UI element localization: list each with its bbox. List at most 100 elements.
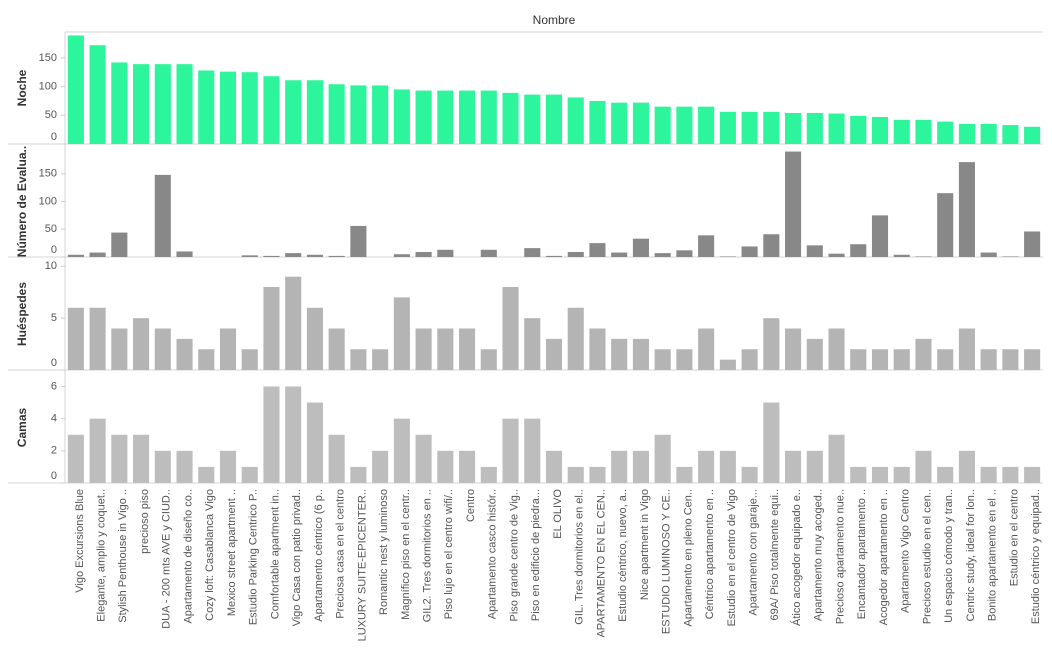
- bar: [871, 117, 889, 144]
- bar: [763, 402, 780, 483]
- bar: [285, 276, 302, 370]
- bar: [350, 349, 367, 370]
- bar: [893, 254, 910, 257]
- x-tick-label: Piso lujo en el centro wifi/..: [443, 489, 455, 619]
- bar: [676, 349, 693, 370]
- bar: [133, 318, 150, 370]
- bar: [154, 328, 171, 370]
- x-tick-label: GIL2. Tres dormitorios en ..: [422, 489, 434, 622]
- bar: [176, 338, 193, 370]
- bar: [285, 386, 302, 483]
- bar: [567, 307, 584, 370]
- bar: [915, 119, 932, 144]
- bar: [850, 466, 867, 483]
- bar: [198, 466, 215, 483]
- y-tick-label: 0: [51, 470, 57, 482]
- y-axis-title: Noche: [15, 69, 29, 106]
- y-tick-label: 150: [39, 168, 57, 180]
- bar: [980, 349, 997, 370]
- bar: [306, 80, 323, 144]
- bar: [350, 85, 367, 144]
- x-tick-label: Encantador apartamento ..: [856, 489, 868, 619]
- bar: [676, 250, 693, 257]
- x-tick-label: Estudio céntrico y equipad..: [1030, 489, 1042, 624]
- bar: [415, 252, 432, 257]
- bar: [263, 255, 280, 257]
- y-axis-title: Huéspedes: [15, 282, 29, 346]
- bar: [545, 338, 563, 370]
- y-tick-label: 50: [45, 109, 57, 121]
- bar: [763, 234, 780, 257]
- bar: [502, 92, 519, 144]
- bar: [785, 112, 802, 144]
- y-tick-label: 4: [51, 413, 57, 425]
- bar: [306, 254, 323, 257]
- bar: [763, 318, 780, 370]
- x-tick-label: GIL. Tres dormitorios en el..: [574, 489, 586, 625]
- bar: [393, 418, 410, 483]
- bar: [328, 84, 345, 144]
- bar: [524, 318, 541, 370]
- bar: [263, 386, 280, 483]
- bar: [719, 256, 736, 257]
- y-axis-title: Camas: [15, 407, 29, 447]
- bar: [393, 254, 410, 257]
- bar: [719, 111, 736, 144]
- bar: [306, 307, 323, 370]
- x-tick-label: Stylish Penthouse in Vigo ..: [117, 489, 129, 623]
- bar: [785, 328, 802, 370]
- bar: [850, 349, 867, 370]
- bar: [111, 62, 128, 144]
- bar: [241, 72, 258, 144]
- x-tick-label: APARTAMENTO EN EL CEN..: [595, 489, 607, 638]
- bar: [1024, 126, 1041, 144]
- bar: [328, 434, 345, 483]
- bar: [719, 450, 736, 483]
- bar: [871, 215, 889, 257]
- bar: [350, 225, 367, 257]
- bar: [1002, 466, 1019, 483]
- bar: [415, 434, 432, 483]
- bar: [871, 349, 889, 370]
- bar: [611, 102, 628, 144]
- bar: [806, 245, 823, 257]
- bar: [806, 338, 823, 370]
- bar: [415, 90, 432, 144]
- y-tick-label: 150: [39, 52, 57, 64]
- bar: [850, 244, 867, 257]
- bar: [241, 255, 258, 257]
- bar: [67, 307, 84, 370]
- bar: [567, 97, 584, 144]
- x-tick-label: Precioso apartamento nue..: [834, 489, 846, 624]
- bar: [806, 450, 823, 483]
- bar: [676, 106, 693, 144]
- x-tick-label: Nice apartment in Vigo: [639, 489, 651, 600]
- bar: [198, 70, 215, 144]
- bar: [741, 246, 758, 257]
- bar: [741, 111, 758, 144]
- bar: [937, 121, 954, 144]
- bar: [915, 256, 932, 257]
- bar: [871, 466, 889, 483]
- x-tick-label: Cozy loft: Casablanca Vigo: [204, 489, 216, 621]
- bar: [524, 418, 541, 483]
- bar: [328, 255, 345, 257]
- bar: [154, 174, 171, 257]
- bar: [480, 349, 497, 370]
- bar: [698, 106, 715, 144]
- x-tick-label: Magnífico piso en el centr..: [400, 489, 412, 620]
- y-tick-label: 0: [51, 131, 57, 143]
- bar: [306, 402, 323, 483]
- x-tick-label: Piso grande centro de Vig..: [508, 489, 520, 622]
- bar: [937, 193, 954, 257]
- bar: [176, 64, 193, 144]
- bar: [937, 349, 954, 370]
- bar: [372, 349, 389, 370]
- bar: [393, 89, 410, 144]
- bar: [89, 252, 106, 257]
- bar: [154, 64, 171, 144]
- bar: [719, 359, 736, 370]
- bar: [611, 338, 628, 370]
